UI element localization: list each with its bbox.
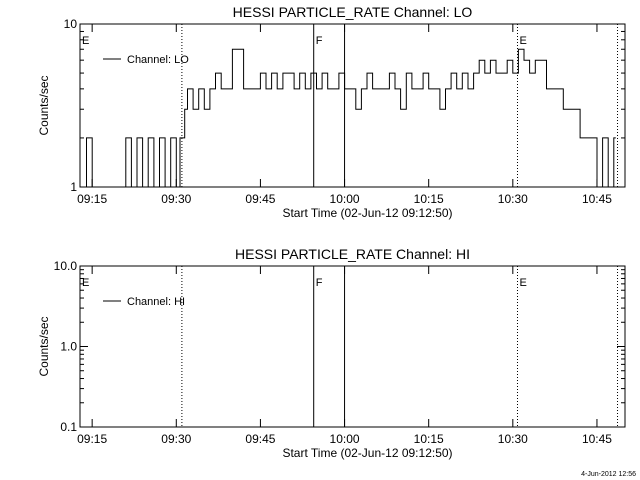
x-tick-label: 09:30	[161, 432, 191, 446]
x-tick-label: 10:15	[414, 192, 444, 206]
x-tick-label: 10:30	[498, 432, 528, 446]
hi-channel-panel: HESSI PARTICLE_RATE Channel: HI 09:15 09:3…	[37, 246, 626, 460]
event-marker-label: E	[519, 277, 526, 289]
y-tick-label: 1	[70, 180, 77, 194]
x-tick-label: 09:45	[245, 432, 275, 446]
series-line	[83, 48, 616, 188]
plot-frame	[79, 23, 626, 188]
plot-frame	[79, 265, 626, 428]
chart-title: HESSI PARTICLE_RATE Channel: LO	[233, 4, 473, 20]
y-tick-label: 10	[64, 17, 78, 31]
legend-label: Channel: HI	[127, 296, 185, 308]
x-tick-label: 10:00	[330, 192, 360, 206]
y-axis-label: Counts/sec	[37, 75, 51, 135]
x-tick-label: 09:15	[77, 432, 107, 446]
x-axis-label: Start Time (02-Jun-12 09:12:50)	[282, 446, 452, 460]
x-tick-label: 10:45	[582, 192, 612, 206]
x-tick-label: 09:30	[161, 192, 191, 206]
legend-label: Channel: LO	[127, 54, 189, 66]
y-tick-label: 10.0	[54, 259, 78, 273]
footer-timestamp: 4-Jun-2012 12:56	[581, 471, 636, 478]
event-marker-label: F	[316, 277, 323, 289]
event-marker-label: E	[82, 35, 89, 47]
x-axis-label: Start Time (02-Jun-12 09:12:50)	[282, 206, 452, 220]
x-tick-label: 10:15	[414, 432, 444, 446]
x-tick-label: 10:30	[498, 192, 528, 206]
x-tick-label: 09:45	[245, 192, 275, 206]
y-tick-label: 0.1	[60, 420, 77, 434]
event-marker-label: E	[519, 35, 526, 47]
event-marker-label: F	[316, 35, 323, 47]
x-tick-label: 10:00	[330, 432, 360, 446]
event-marker-label: E	[82, 277, 89, 289]
x-tick-label: 09:15	[77, 192, 107, 206]
x-tick-label: 10:45	[582, 432, 612, 446]
y-tick-label: 1.0	[60, 340, 77, 354]
y-axis-label: Counts/sec	[37, 316, 51, 376]
lo-channel-panel: HESSI PARTICLE_RATE Channel: LO 09:15 09:3…	[37, 4, 626, 220]
chart-title: HESSI PARTICLE_RATE Channel: HI	[235, 246, 470, 262]
